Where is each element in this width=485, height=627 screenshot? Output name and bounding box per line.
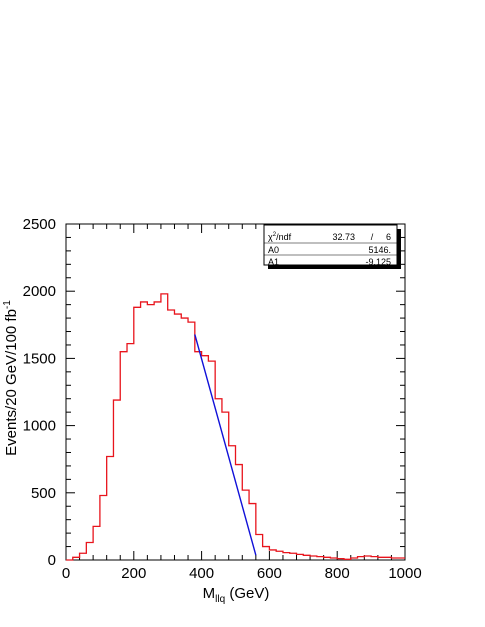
x-tick-label: 400	[189, 565, 214, 582]
y-tick-label: 0	[48, 552, 56, 569]
x-axis-label: Mllq (GeV)	[203, 585, 270, 605]
chi2-value: 32.73	[332, 232, 355, 242]
x-tick-labels: 0 200 400 600 800 1000	[62, 565, 422, 582]
chi2-ndf-label: χ2/ndf	[268, 232, 292, 242]
y-tick-label: 500	[31, 485, 56, 502]
y-tick-label: 2500	[23, 216, 56, 233]
y-axis-label: Events/20 GeV/100 fb-1	[2, 300, 20, 456]
y-tick-label: 1000	[23, 418, 56, 435]
x-tick-label: 1000	[388, 565, 421, 582]
plot-frame	[65, 223, 406, 561]
ndf-value: 6	[386, 232, 391, 242]
x-tick-label: 800	[325, 565, 350, 582]
param-a0-value: 5146.	[368, 245, 391, 255]
histogram-series	[66, 293, 405, 561]
fit-stats-box: χ2/ndf 32.73 / 6 A0 5146. A1 -9.125	[263, 224, 401, 269]
x-axis-label-subscript: llq	[215, 594, 225, 605]
chi2-slash: /	[371, 232, 374, 242]
y-tick-label: 2000	[23, 283, 56, 300]
param-a1-label: A1	[268, 257, 279, 267]
stats-box-panel	[263, 224, 398, 266]
x-axis-label-rest: (GeV)	[225, 585, 269, 602]
axis-ticks	[65, 223, 406, 561]
x-tick-label: 600	[257, 565, 282, 582]
param-a0-label: A0	[268, 245, 279, 255]
y-axis-label-superscript: -1	[2, 300, 13, 309]
y-tick-label: 1500	[23, 350, 56, 367]
x-tick-label: 0	[62, 565, 70, 582]
fit-line	[194, 334, 257, 556]
y-tick-labels: 0 500 1000 1500 2000 2500	[23, 216, 56, 569]
param-a1-value: -9.125	[365, 257, 391, 267]
x-tick-label: 200	[121, 565, 146, 582]
